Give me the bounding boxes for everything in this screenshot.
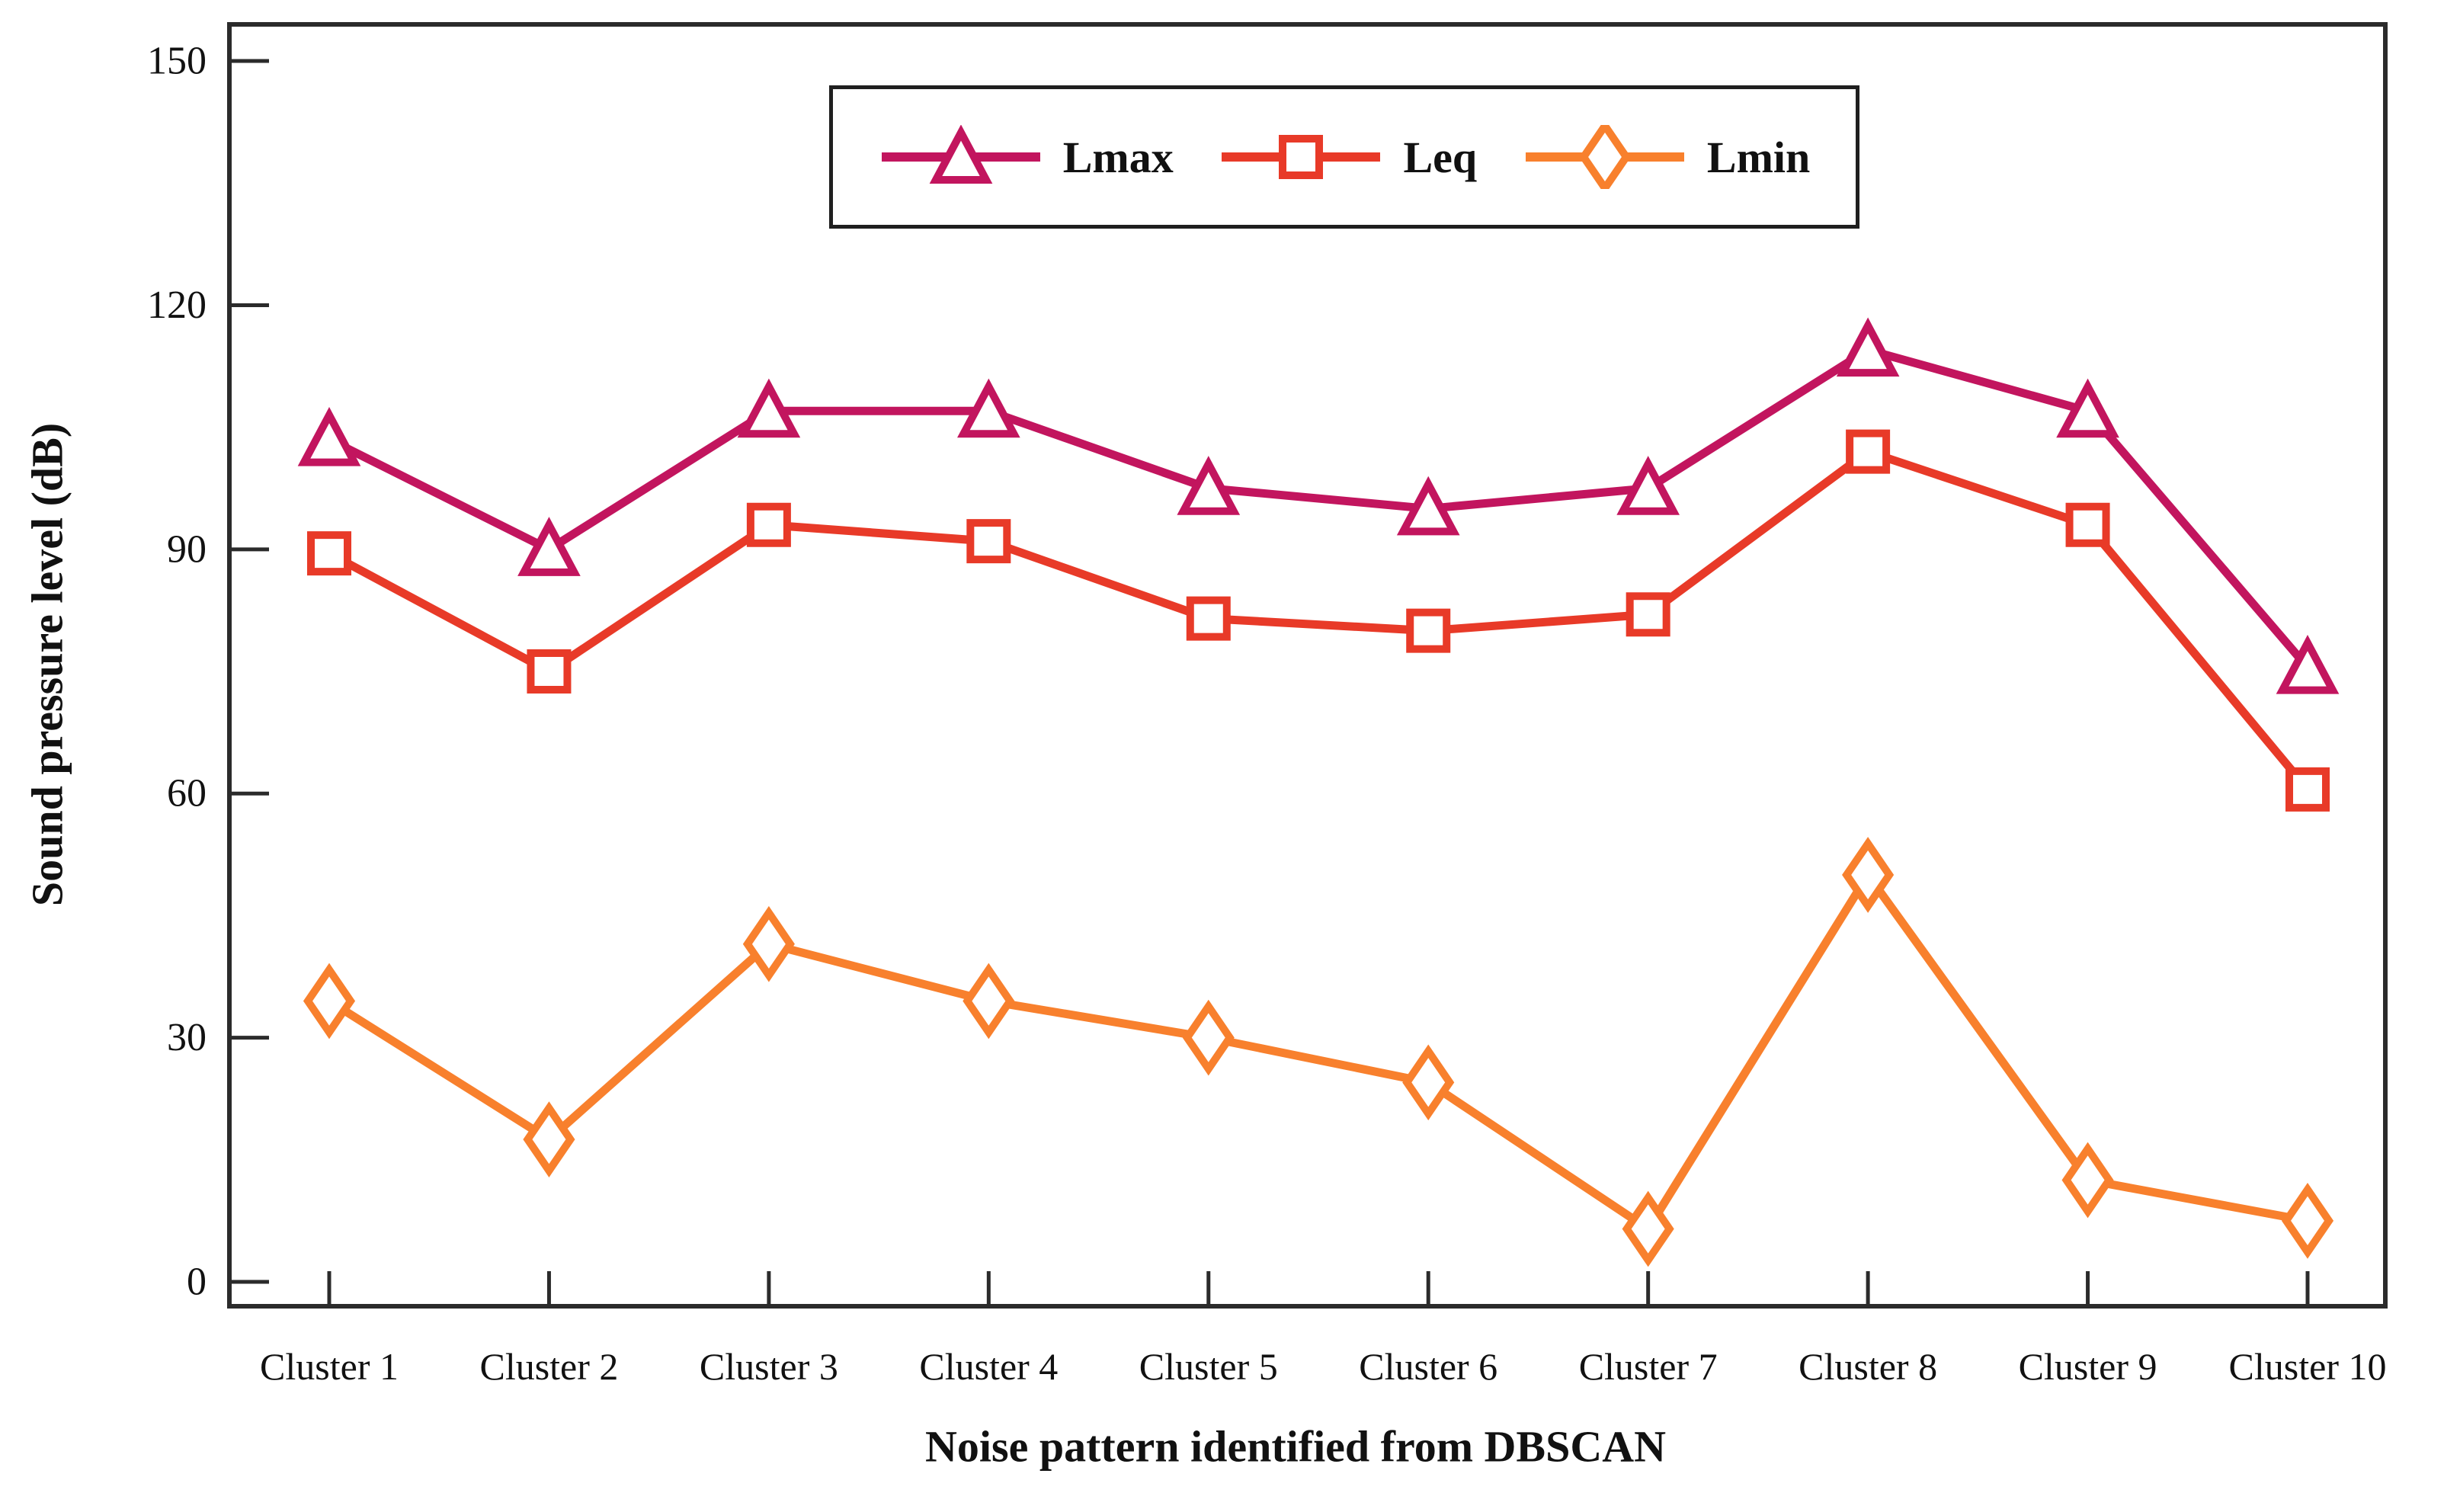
marker-Leq-5 — [1186, 596, 1231, 641]
legend-item-leq: Leq — [1219, 125, 1477, 189]
x-tick-label: Cluster 8 — [1799, 1345, 1937, 1388]
marker-Lmax-6 — [1396, 476, 1460, 536]
y-tick-label: 60 — [167, 772, 207, 815]
y-tick-label: 30 — [167, 1016, 207, 1059]
lmax-triangle-icon — [881, 125, 1040, 184]
x-tick-label: Cluster 6 — [1359, 1345, 1497, 1388]
marker-Lmax-2 — [517, 517, 581, 576]
marker-Leq-6 — [1406, 608, 1451, 653]
y-tick-label: 90 — [167, 527, 207, 571]
x-tick-label: Cluster 1 — [260, 1345, 399, 1388]
legend-item-lmax: Lmax — [879, 125, 1174, 189]
y-tick-label: 150 — [147, 40, 207, 83]
y-tick-label: 0 — [187, 1260, 207, 1303]
marker-Lmax-3 — [737, 378, 801, 438]
marker-Lmin-8 — [1842, 837, 1895, 913]
marker-Lmin-3 — [742, 905, 795, 982]
marker-Lmin-9 — [2061, 1142, 2114, 1219]
x-axis-title: Noise pattern identified from DBSCAN — [925, 1421, 1666, 1472]
leq-square-icon — [1222, 135, 1381, 179]
marker-Lmin-1 — [303, 963, 356, 1040]
marker-Leq-7 — [1626, 592, 1670, 637]
legend-item-lmin: Lmin — [1523, 125, 1810, 189]
x-tick-label: Cluster 10 — [2229, 1345, 2387, 1388]
chart-legend: Lmax Leq Lmin — [829, 85, 1859, 229]
x-tick-label: Cluster 9 — [2019, 1345, 2157, 1388]
x-tick-label: Cluster 2 — [479, 1345, 618, 1388]
marker-Lmin-6 — [1402, 1044, 1455, 1121]
marker-Leq-9 — [2065, 502, 2110, 547]
marker-Leq-1 — [307, 531, 351, 576]
marker-Lmax-4 — [957, 378, 1020, 438]
marker-Lmax-7 — [1616, 456, 1680, 515]
series-line-Leq — [327, 447, 2311, 793]
series-line-Lmin — [327, 870, 2309, 1234]
marker-Lmax-5 — [1177, 456, 1241, 515]
legend-label-leq: Leq — [1403, 132, 1478, 182]
y-axis-title: Sound pressure level (dB) — [22, 422, 72, 907]
marker-Lmax-1 — [297, 407, 361, 466]
lmin-diamond-icon — [1525, 125, 1684, 189]
legend-label-lmin: Lmin — [1706, 132, 1811, 182]
marker-Lmin-7 — [1622, 1190, 1674, 1267]
x-tick-label: Cluster 4 — [919, 1345, 1058, 1388]
marker-Leq-3 — [746, 502, 791, 547]
plot-frame — [227, 22, 2388, 1309]
marker-Lmax-8 — [1836, 317, 1900, 377]
marker-Lmax-9 — [2056, 378, 2119, 438]
x-tick-label: Cluster 5 — [1139, 1345, 1278, 1388]
marker-Leq-2 — [527, 649, 572, 694]
marker-Leq-10 — [2285, 767, 2330, 812]
x-tick-label: Cluster 7 — [1579, 1345, 1718, 1388]
legend-label-lmax: Lmax — [1062, 132, 1174, 182]
marker-Lmin-5 — [1182, 999, 1235, 1076]
marker-Lmin-10 — [2281, 1183, 2334, 1259]
marker-Leq-8 — [1846, 429, 1891, 474]
y-tick-label: 120 — [147, 284, 207, 327]
marker-Lmax-10 — [2276, 635, 2340, 694]
marker-Leq-4 — [966, 519, 1011, 564]
marker-Lmin-2 — [523, 1101, 575, 1177]
marker-Lmin-4 — [963, 963, 1015, 1040]
x-tick-label: Cluster 3 — [700, 1345, 838, 1388]
series-line-Lmax — [327, 345, 2311, 671]
